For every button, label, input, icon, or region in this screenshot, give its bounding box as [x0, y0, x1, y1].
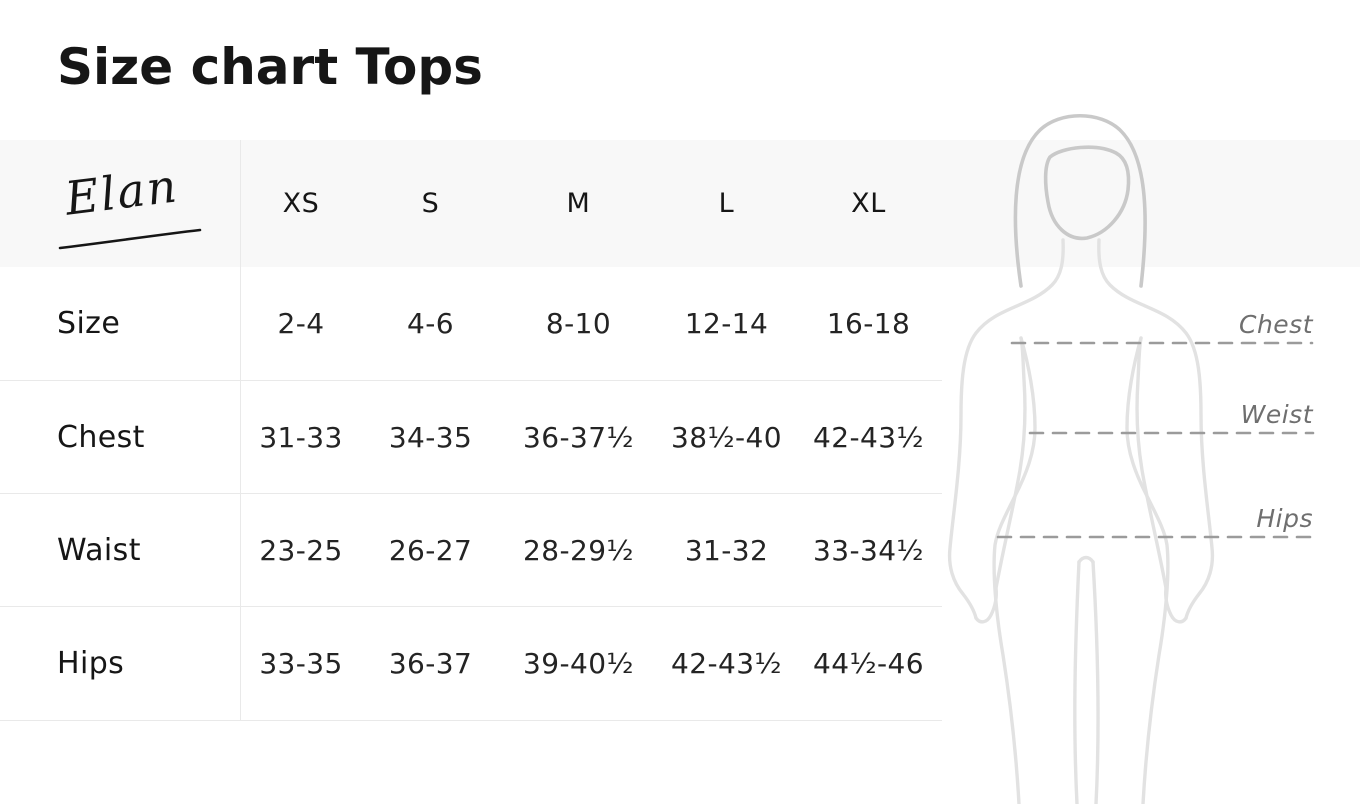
table-header-row: Elan XS S M L XL — [0, 140, 942, 267]
column-header-xl: XL — [851, 188, 886, 219]
cell-waist-m: 28-29½ — [523, 533, 634, 567]
left-hand-outline — [974, 586, 998, 624]
cell-size-m: 8-10 — [545, 307, 612, 340]
table-row-chest: Chest 31-33 34-35 36-37½ 38½-40 42-43½ — [0, 381, 942, 494]
inner-right-leg-outline — [1091, 560, 1100, 804]
cell-size-l: 12-14 — [684, 307, 769, 340]
hair-outline — [1013, 113, 1147, 288]
row-label-size: Size — [57, 306, 121, 341]
face-outline — [1043, 145, 1131, 241]
column-header-xs: XS — [282, 188, 320, 219]
row-label-waist: Waist — [57, 532, 141, 568]
cell-chest-xl: 42-43½ — [813, 420, 924, 454]
brand-logo-box: Elan — [57, 157, 203, 251]
inner-left-leg-outline — [1073, 560, 1081, 804]
row-label-hips: Hips — [57, 646, 125, 681]
brand-logo: Elan — [0, 157, 240, 251]
column-header-s: S — [421, 188, 440, 219]
right-hand-outline — [1164, 586, 1188, 624]
cell-waist-xs: 23-25 — [259, 533, 343, 567]
measure-label-chest: Chest — [1238, 310, 1313, 339]
left-inner-arm-outline — [994, 336, 1027, 590]
table-header-band — [0, 140, 1360, 267]
cell-waist-s: 26-27 — [388, 533, 473, 567]
brand-logo-underline — [58, 228, 202, 249]
brand-logo-text: Elan — [62, 157, 182, 226]
table-row-waist: Waist 23-25 26-27 28-29½ 31-32 33-34½ — [0, 494, 942, 607]
female-body-figure — [947, 113, 1315, 804]
left-arm-outline — [947, 238, 1065, 620]
cell-hips-xl: 44½-46 — [813, 647, 924, 680]
cell-chest-m: 36-37½ — [523, 420, 634, 454]
cell-hips-s: 36-37 — [388, 647, 473, 680]
cell-size-xs: 2-4 — [277, 307, 325, 340]
left-torso-leg-outline — [992, 336, 1037, 804]
cell-waist-l: 31-32 — [684, 533, 769, 567]
cell-waist-xl: 33-34½ — [813, 533, 924, 567]
cell-chest-xs: 31-33 — [259, 420, 343, 454]
cell-hips-l: 42-43½ — [671, 647, 782, 680]
cell-hips-xs: 33-35 — [259, 647, 343, 680]
crotch-outline — [1077, 555, 1095, 564]
size-chart-table: Elan XS S M L XL Size 2-4 4-6 8-10 12-14… — [0, 140, 948, 721]
cell-size-xl: 16-18 — [826, 307, 911, 340]
cell-hips-m: 39-40½ — [523, 647, 634, 680]
table-row-hips: Hips 33-35 36-37 39-40½ 42-43½ 44½-46 — [0, 607, 942, 721]
measure-label-weist: Weist — [1240, 400, 1313, 429]
right-inner-arm-outline — [1135, 336, 1168, 590]
column-header-m: M — [566, 188, 591, 219]
measure-label-hips: Hips — [1256, 504, 1313, 533]
cell-chest-s: 34-35 — [388, 420, 473, 454]
column-header-l: L — [718, 188, 735, 219]
cell-size-s: 4-6 — [407, 307, 454, 340]
table-column-divider — [240, 140, 241, 721]
right-arm-outline — [1097, 238, 1215, 620]
page-title: Size chart Tops — [57, 38, 483, 96]
table-row-size: Size 2-4 4-6 8-10 12-14 16-18 — [0, 267, 942, 381]
row-label-chest: Chest — [57, 419, 145, 455]
cell-chest-l: 38½-40 — [671, 420, 782, 454]
